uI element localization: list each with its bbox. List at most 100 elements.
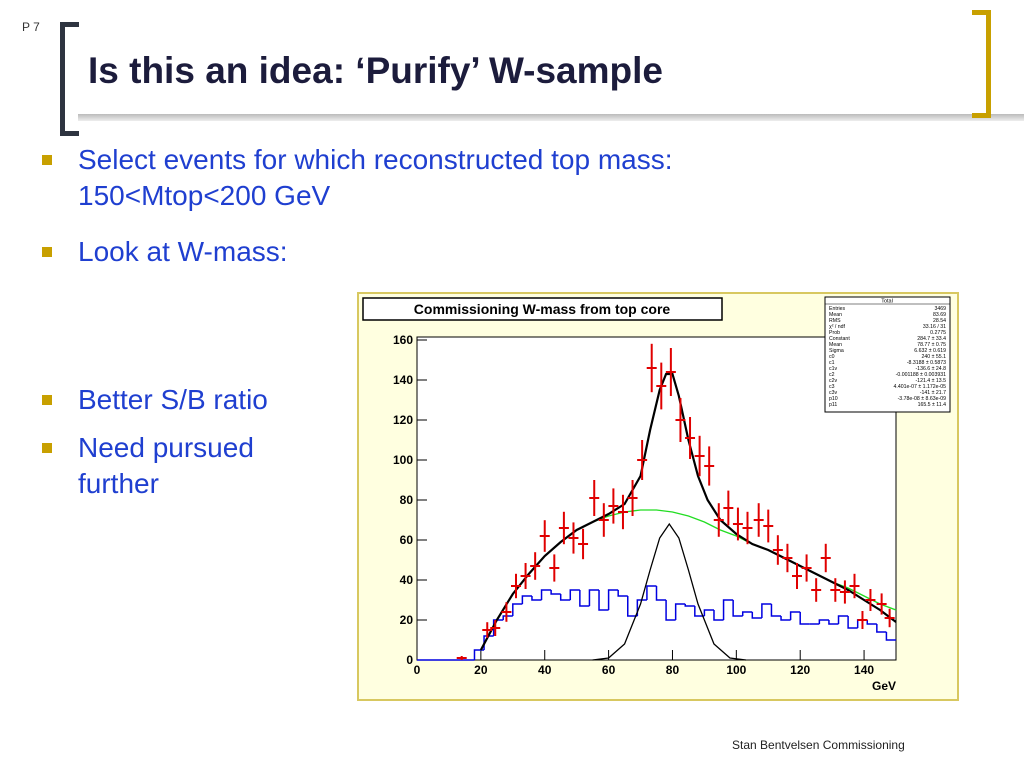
fit-curve <box>479 372 897 651</box>
histogram-bin <box>665 600 676 621</box>
stats-label: RMS <box>829 318 841 324</box>
stats-label: p10 <box>829 396 838 402</box>
stats-box <box>824 296 951 413</box>
histogram-bin <box>607 589 619 610</box>
stats-label: Entries <box>829 306 846 312</box>
x-tick-label: 140 <box>854 663 874 677</box>
stats-value: -121.4 ± 13.5 <box>915 378 946 384</box>
stats-title: Total <box>881 299 893 305</box>
stats-value: 78.77 ± 0.75 <box>917 342 946 348</box>
x-tick-label: 100 <box>726 663 746 677</box>
stats-value: 165.5 ± 11.4 <box>918 402 947 408</box>
stats-value: 28.54 <box>933 318 946 324</box>
x-tick-label: 120 <box>790 663 810 677</box>
stats-value: 3469 <box>934 306 946 312</box>
histogram-bin <box>646 585 657 600</box>
stats-value: 83.69 <box>933 312 946 318</box>
stats-value: 0.2775 <box>930 330 946 336</box>
histogram-bin <box>684 604 695 607</box>
histogram-bin <box>502 615 513 620</box>
y-tick-label: 40 <box>400 573 414 587</box>
histogram-bin <box>837 615 849 624</box>
histogram-bin <box>703 609 714 616</box>
histogram-bin <box>598 590 609 611</box>
slide-title: Is this an idea: ‘Purify’ W-sample <box>88 50 663 91</box>
histogram-bin <box>789 611 801 620</box>
stats-value: -136.6 ± 24.8 <box>915 366 946 372</box>
histogram-bin <box>741 611 753 616</box>
y-tick-label: 140 <box>393 373 413 387</box>
y-tick-label: 20 <box>400 613 414 627</box>
histogram-bin <box>885 632 896 641</box>
histogram-bin <box>770 604 782 617</box>
stats-label: c3 <box>829 384 835 390</box>
page-number: P 7 <box>22 20 40 34</box>
stats-value: -0.001188 ± 0.003931 <box>896 372 946 378</box>
histogram-bin <box>569 589 580 600</box>
histogram-bin <box>847 616 858 629</box>
bullet: Better S/B ratio <box>42 382 268 418</box>
histogram-bin <box>521 595 532 604</box>
x-tick-label: 40 <box>538 663 552 677</box>
fit-curve <box>592 522 746 661</box>
bullet-text: Look at W-mass: <box>78 236 288 267</box>
stats-label: Constant <box>829 336 850 342</box>
x-tick-label: 20 <box>474 663 488 677</box>
histogram-bin <box>674 603 686 620</box>
histogram-bin <box>761 603 772 618</box>
histogram-bin <box>617 590 628 597</box>
stats-value: 6.632 ± 0.619 <box>914 348 946 354</box>
stats-value: -8.3188 ± 0.5873 <box>907 360 946 366</box>
stats-label: χ² / ndf <box>829 324 846 330</box>
histogram-bin <box>579 590 590 607</box>
histogram-bin <box>876 624 887 633</box>
histogram-bin <box>492 619 504 636</box>
histogram-bin <box>512 603 523 616</box>
y-tick-label: 100 <box>393 453 413 467</box>
bullet: Select events for which reconstructed to… <box>42 142 808 214</box>
bullet: Need pursued further <box>42 430 308 502</box>
histogram-bin <box>655 586 667 601</box>
histogram-bin <box>732 600 743 617</box>
y-tick-label: 60 <box>400 533 414 547</box>
chart-title: Commissioning W-mass from top core <box>414 301 671 317</box>
histogram-bin <box>531 596 542 601</box>
y-tick-label: 80 <box>400 493 414 507</box>
histogram-bin <box>713 610 724 621</box>
histogram-bin <box>799 612 810 625</box>
bullet-text: Need pursued further <box>78 432 254 499</box>
bullet-text: Select events for which reconstructed to… <box>78 144 673 211</box>
stats-label: c3v <box>829 390 837 396</box>
footer: Stan Bentvelsen Commissioning <box>732 738 905 752</box>
stats-label: Mean <box>829 312 842 318</box>
histogram-bin <box>550 590 561 595</box>
stats-label: Sigma <box>829 348 844 354</box>
y-tick-label: 160 <box>393 333 413 347</box>
histogram-bin <box>828 620 839 625</box>
stats-value: 240 ± 55.1 <box>922 354 947 360</box>
stats-label: Mean <box>829 342 842 348</box>
histogram-bin <box>751 612 762 619</box>
y-tick-label: 120 <box>393 413 413 427</box>
stats-label: Prob <box>829 330 840 336</box>
histogram-bin <box>694 606 705 617</box>
histogram-bin <box>540 589 552 600</box>
stats-value: 33.16 / 31 <box>923 324 946 330</box>
y-tick-label: 0 <box>406 653 413 667</box>
histogram-bin <box>722 599 734 620</box>
bullet-text: Better S/B ratio <box>78 384 268 415</box>
histogram-bin <box>780 616 791 621</box>
plot-area <box>416 336 897 661</box>
stats-label: p11 <box>829 402 837 408</box>
chart-title-box <box>362 297 723 321</box>
stats-value: -141 ± 21.7 <box>920 390 946 396</box>
right-bracket <box>972 10 991 118</box>
histogram-bin <box>818 619 829 624</box>
x-tick-label: 80 <box>666 663 680 677</box>
histogram-bin <box>588 589 600 606</box>
stats-label: c2v <box>829 378 837 384</box>
histogram-bin <box>559 594 571 601</box>
title-rule <box>78 114 1024 121</box>
stats-label: c1v <box>829 366 837 372</box>
